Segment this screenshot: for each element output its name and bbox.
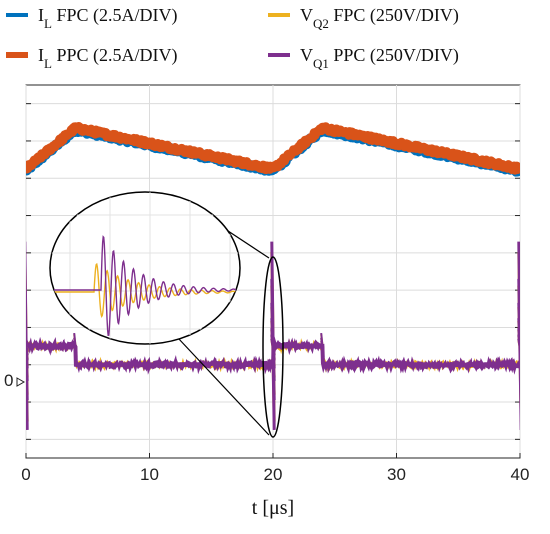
- x-tick-label: 30: [387, 465, 406, 484]
- y-tick-zero: 0: [4, 371, 13, 390]
- switching-spike: [517, 241, 520, 430]
- series-layer: [26, 121, 520, 430]
- legend-label: VQ2 FPC (250V/DIV): [300, 5, 459, 31]
- legend-label: IL FPC (2.5A/DIV): [38, 5, 177, 31]
- legend-entry: VQ1 PPC (250V/DIV): [268, 45, 459, 71]
- x-axis-label: t [μs]: [252, 497, 294, 519]
- legend-entry: IL FPC (2.5A/DIV): [6, 5, 177, 31]
- zoom-connector: [177, 337, 270, 436]
- zoom-marker: [262, 256, 284, 438]
- inset-trace: [50, 235, 240, 337]
- switching-spike: [73, 332, 78, 357]
- legend-entry: IL PPC (2.5A/DIV): [6, 45, 177, 71]
- x-tick-label: 40: [511, 465, 530, 484]
- x-tick-label: 10: [140, 465, 159, 484]
- legend-label: IL PPC (2.5A/DIV): [38, 45, 177, 71]
- legend-label: VQ1 PPC (250V/DIV): [300, 45, 459, 71]
- switching-spike: [26, 241, 29, 430]
- switching-spike: [270, 241, 276, 430]
- inset-frame: [49, 191, 241, 345]
- zero-marker-icon: [16, 377, 26, 387]
- inset-trace: [50, 262, 238, 318]
- series-line: [26, 121, 520, 175]
- x-tick-label: 20: [264, 465, 283, 484]
- x-tick-labels: 0 10 20 30 40: [21, 465, 529, 484]
- legend: IL FPC (2.5A/DIV) VQ2 FPC (250V/DIV) IL PP…: [6, 5, 459, 71]
- legend-entry: VQ2 FPC (250V/DIV): [268, 5, 459, 31]
- x-tick-label: 0: [21, 465, 30, 484]
- switching-spike: [320, 332, 325, 357]
